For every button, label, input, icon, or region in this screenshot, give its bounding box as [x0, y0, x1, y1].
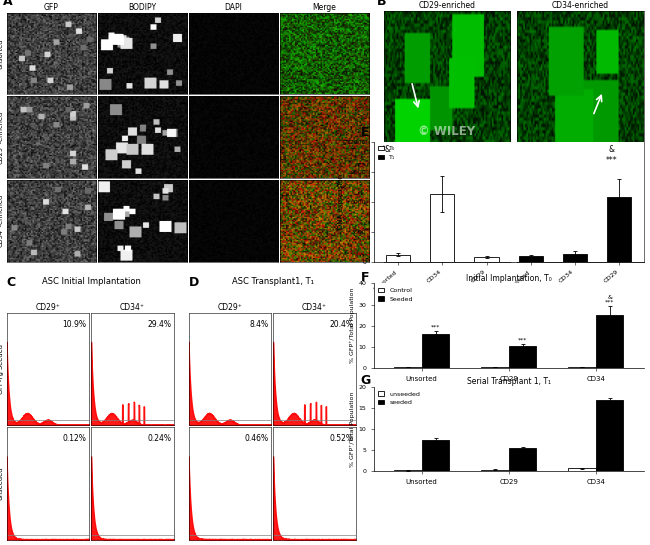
Bar: [422, 440, 449, 471]
Bar: [394, 470, 422, 471]
Text: A: A: [3, 0, 13, 9]
Bar: [595, 315, 623, 368]
Title: Serial Transplant 1, T₁: Serial Transplant 1, T₁: [467, 377, 551, 386]
Legend: T₀, T₁: T₀, T₁: [377, 145, 397, 161]
Bar: [519, 256, 543, 262]
Y-axis label: Unsorted: Unsorted: [0, 38, 4, 69]
Text: ***: ***: [605, 156, 617, 165]
Bar: [474, 257, 499, 262]
Y-axis label: % GFP⁺/Total Population: % GFP⁺/Total Population: [350, 391, 356, 467]
Y-axis label: GFP-Tg Seeded: GFP-Tg Seeded: [0, 344, 4, 394]
Bar: [481, 470, 509, 471]
Legend: Control, Seeded: Control, Seeded: [377, 287, 414, 303]
Bar: [394, 367, 422, 368]
Text: 0.12%: 0.12%: [62, 434, 86, 443]
Bar: [430, 193, 454, 262]
Text: &: &: [608, 146, 614, 154]
Bar: [481, 367, 509, 368]
Bar: [509, 346, 536, 368]
Text: E: E: [361, 126, 369, 140]
Title: GFP: GFP: [44, 3, 58, 12]
Text: ***: ***: [431, 325, 440, 330]
Y-axis label: Unseeded: Unseeded: [0, 467, 4, 500]
Text: 10.9%: 10.9%: [62, 319, 86, 329]
Title: CD29⁺: CD29⁺: [217, 303, 242, 312]
Y-axis label: % GFP⁺/Total Population: % GFP⁺/Total Population: [350, 288, 356, 364]
Text: © WILEY: © WILEY: [419, 125, 475, 138]
Title: Merge: Merge: [313, 3, 336, 12]
Bar: [568, 469, 595, 471]
Title: CD34⁺: CD34⁺: [302, 303, 327, 312]
Title: BODIPY: BODIPY: [128, 3, 157, 12]
Y-axis label: DNA expression: DNA expression: [338, 174, 344, 229]
Title: CD34⁺: CD34⁺: [120, 303, 145, 312]
Text: C: C: [6, 276, 16, 289]
Text: ASC Transplant1, T₁: ASC Transplant1, T₁: [232, 277, 314, 286]
Text: 20.4%: 20.4%: [329, 319, 353, 329]
Text: G: G: [361, 374, 371, 387]
Title: DAPI: DAPI: [224, 3, 242, 12]
Text: &
***: & ***: [605, 295, 614, 305]
Text: F: F: [361, 271, 369, 284]
Bar: [386, 255, 410, 262]
Text: B: B: [377, 0, 387, 9]
Text: 0.46%: 0.46%: [244, 434, 268, 443]
Bar: [607, 197, 631, 262]
Bar: [422, 334, 449, 368]
Bar: [595, 399, 623, 471]
Title: CD29⁺: CD29⁺: [35, 303, 60, 312]
Text: 0.52%: 0.52%: [329, 434, 353, 443]
Text: *&: *&: [382, 146, 392, 154]
Text: ***: ***: [518, 337, 527, 343]
Title: CD34-enriched: CD34-enriched: [552, 1, 608, 10]
Text: 29.4%: 29.4%: [147, 319, 171, 329]
Title: CD29-enriched: CD29-enriched: [419, 1, 475, 10]
Y-axis label: CD29⁺-enriched: CD29⁺-enriched: [0, 111, 4, 164]
Text: D: D: [188, 276, 199, 289]
Bar: [509, 448, 536, 471]
Bar: [563, 253, 587, 262]
Title: Initial Implantation, T₀: Initial Implantation, T₀: [466, 274, 551, 283]
Bar: [568, 367, 595, 368]
Text: ASC Initial Implantation: ASC Initial Implantation: [42, 277, 140, 286]
Y-axis label: CD34⁺-enriched: CD34⁺-enriched: [0, 194, 4, 247]
Legend: unseeded, seeded: unseeded, seeded: [377, 390, 421, 407]
Text: 0.24%: 0.24%: [147, 434, 171, 443]
Text: 8.4%: 8.4%: [250, 319, 268, 329]
